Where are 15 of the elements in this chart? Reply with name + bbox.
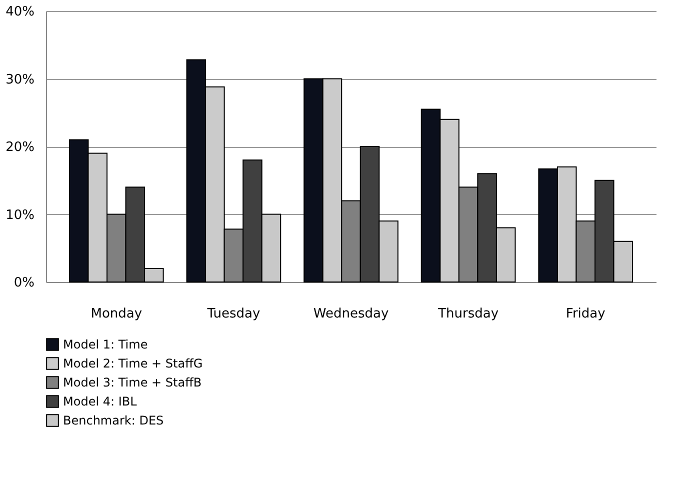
x-tick-label: Monday — [90, 306, 142, 322]
y-tick-label: 20% — [6, 140, 34, 155]
x-tick-label: Wednesday — [313, 306, 389, 322]
y-tick-label: 0% — [14, 276, 34, 290]
legend-label: Model 3: Time + StaffB — [63, 376, 202, 390]
y-tick-label: 30% — [6, 72, 34, 88]
legend-label: Model 4: IBL — [63, 394, 138, 408]
x-tick-label: Thursday — [437, 306, 499, 322]
legend-label: Model 2: Time + StaffG — [63, 356, 203, 370]
legend-label: Model 1: Time — [63, 338, 148, 352]
x-tick-label: Tuesday — [206, 306, 260, 322]
y-tick-label: 10% — [6, 208, 34, 223]
legend-label: Benchmark: DES — [63, 414, 164, 428]
x-tick-label: Friday — [566, 306, 606, 322]
y-tick-label: 40% — [6, 4, 34, 20]
